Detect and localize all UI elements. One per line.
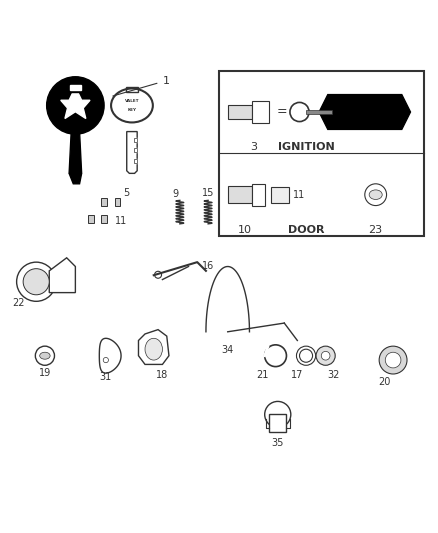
Text: 17: 17: [291, 370, 304, 380]
Circle shape: [316, 346, 335, 365]
Bar: [134, 148, 137, 152]
Text: 16: 16: [201, 261, 214, 271]
Text: IGNITION: IGNITION: [278, 142, 335, 152]
Ellipse shape: [369, 190, 382, 199]
Text: 11: 11: [293, 190, 306, 200]
Text: 3: 3: [251, 142, 257, 152]
Bar: [269, 415, 286, 432]
Circle shape: [47, 77, 104, 134]
Text: 34: 34: [222, 345, 234, 355]
Bar: [70, 85, 81, 90]
Circle shape: [379, 346, 407, 374]
Text: 18: 18: [156, 370, 169, 380]
Bar: [115, 198, 120, 206]
Bar: [252, 101, 269, 123]
Bar: [134, 159, 137, 163]
Text: 1: 1: [113, 76, 170, 96]
Text: 19: 19: [39, 368, 51, 378]
Text: 20: 20: [378, 377, 391, 386]
Circle shape: [103, 358, 109, 362]
Ellipse shape: [145, 338, 162, 360]
Bar: [88, 215, 94, 223]
Circle shape: [321, 351, 330, 360]
Circle shape: [385, 352, 401, 368]
Text: 31: 31: [100, 372, 112, 382]
Text: 22: 22: [13, 298, 25, 308]
Ellipse shape: [40, 352, 50, 359]
Polygon shape: [319, 94, 410, 130]
Text: 11: 11: [115, 216, 127, 226]
Text: 35: 35: [272, 439, 284, 448]
Bar: [126, 87, 138, 92]
Bar: [134, 138, 137, 142]
Bar: [228, 106, 252, 118]
Bar: [219, 71, 424, 236]
Polygon shape: [49, 258, 75, 293]
Bar: [271, 187, 289, 203]
Text: DOOR: DOOR: [288, 224, 324, 235]
Bar: [134, 148, 137, 152]
Text: 10: 10: [238, 224, 252, 235]
Text: 9: 9: [173, 189, 179, 199]
Polygon shape: [69, 132, 81, 173]
Bar: [252, 184, 265, 206]
Circle shape: [35, 346, 54, 365]
Circle shape: [265, 401, 291, 427]
Text: 5: 5: [123, 188, 130, 198]
Bar: [134, 138, 137, 142]
Text: 23: 23: [369, 224, 383, 235]
Circle shape: [23, 269, 49, 295]
Text: 32: 32: [328, 370, 340, 380]
Text: =: =: [277, 106, 287, 118]
Text: 21: 21: [256, 370, 268, 380]
Bar: [306, 110, 332, 114]
Bar: [134, 159, 137, 163]
Polygon shape: [138, 329, 169, 365]
Text: VALET: VALET: [125, 99, 139, 103]
Polygon shape: [61, 87, 90, 118]
Circle shape: [17, 262, 56, 301]
Circle shape: [365, 184, 387, 206]
Bar: [66, 83, 85, 92]
Text: KEY: KEY: [127, 108, 137, 111]
Polygon shape: [99, 338, 121, 373]
Text: 15: 15: [202, 188, 214, 198]
Polygon shape: [69, 173, 81, 184]
Bar: [102, 215, 107, 223]
Bar: [228, 186, 252, 204]
Bar: [102, 198, 107, 206]
